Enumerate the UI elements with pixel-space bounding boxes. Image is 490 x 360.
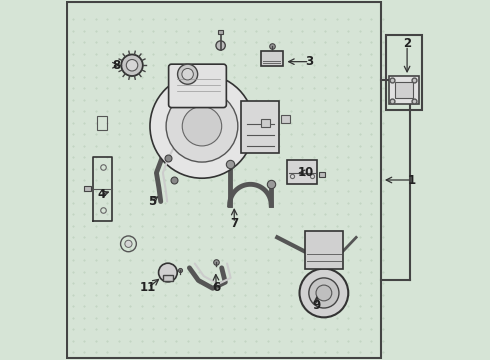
Circle shape — [159, 263, 177, 282]
Text: 3: 3 — [305, 55, 314, 68]
FancyBboxPatch shape — [169, 64, 226, 108]
Text: 2: 2 — [403, 37, 411, 50]
Bar — [305, 231, 343, 269]
Bar — [281, 116, 290, 123]
Circle shape — [126, 59, 138, 71]
Circle shape — [299, 269, 348, 318]
Text: 4: 4 — [98, 188, 106, 201]
Text: 1: 1 — [408, 174, 416, 186]
Circle shape — [166, 90, 238, 162]
Bar — [163, 275, 172, 281]
Text: 7: 7 — [230, 216, 238, 230]
Circle shape — [316, 285, 332, 301]
Text: 5: 5 — [147, 195, 156, 208]
Bar — [389, 76, 418, 104]
Bar — [261, 119, 270, 127]
Bar — [261, 51, 283, 66]
Circle shape — [150, 74, 254, 178]
Bar — [386, 35, 422, 110]
Text: 10: 10 — [298, 166, 314, 179]
Bar — [68, 3, 381, 357]
Circle shape — [216, 41, 225, 50]
Bar — [218, 31, 223, 34]
Text: 9: 9 — [313, 299, 321, 312]
Circle shape — [309, 278, 339, 308]
Circle shape — [177, 64, 197, 84]
Circle shape — [125, 240, 132, 247]
Bar — [84, 186, 91, 192]
Text: 11: 11 — [140, 281, 156, 294]
Bar — [97, 116, 107, 130]
Bar — [287, 160, 317, 184]
Circle shape — [122, 54, 143, 76]
Bar — [395, 82, 413, 98]
Bar — [242, 101, 279, 153]
Text: 8: 8 — [112, 59, 120, 72]
Circle shape — [182, 107, 221, 146]
Text: 6: 6 — [212, 281, 220, 294]
Bar — [319, 172, 325, 177]
Circle shape — [182, 68, 194, 80]
